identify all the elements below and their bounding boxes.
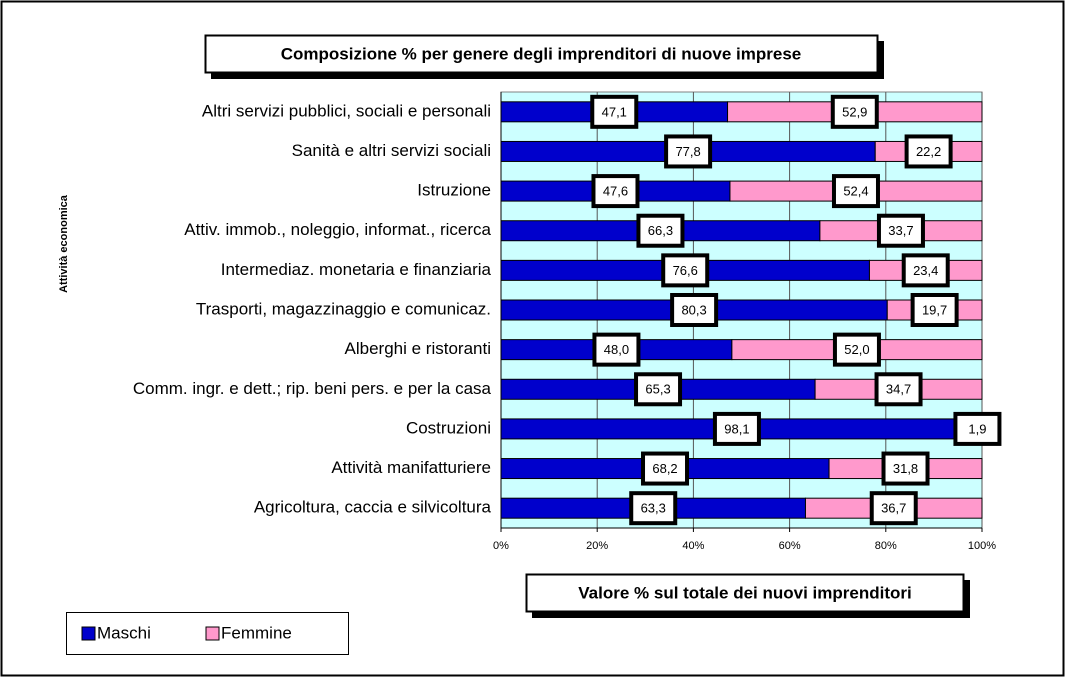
y-tick-label: Altri servizi pubblici, sociali e person…	[202, 101, 491, 120]
title-box	[204, 34, 879, 74]
y-tick-label: Istruzione	[417, 181, 491, 200]
y-axis-label: Attività economica	[58, 194, 70, 293]
data-label: 33,7	[888, 223, 913, 238]
legend-label: Maschi	[97, 623, 151, 642]
y-tick-label: Trasporti, magazzinaggio e comunicaz.	[196, 299, 491, 318]
y-tick-label: Attività manifatturiere	[331, 458, 491, 477]
data-label-box	[591, 174, 640, 209]
data-label-box	[592, 332, 641, 367]
data-label: 34,7	[886, 382, 911, 397]
data-label-box	[830, 94, 879, 129]
data-label: 23,4	[913, 263, 938, 278]
x-tick-label: 80%	[875, 540, 897, 552]
data-label: 77,8	[675, 144, 700, 159]
data-label: 66,3	[648, 223, 673, 238]
data-label: 19,7	[922, 302, 947, 317]
data-label-box	[832, 332, 881, 367]
y-tick-label: Intermediaz. monetaria e finanziaria	[221, 260, 492, 279]
data-label: 98,1	[724, 421, 749, 436]
y-tick-label: Costruzioni	[406, 418, 491, 437]
x-axis-label: Valore % sul totale dei nuovi imprendito…	[578, 583, 911, 602]
data-label-box	[831, 174, 880, 209]
data-label: 76,6	[673, 263, 698, 278]
data-label-box	[590, 94, 639, 129]
data-label-box	[664, 134, 713, 169]
x-tick-label: 0%	[493, 540, 509, 552]
x-tick-label: 40%	[682, 540, 704, 552]
data-label-box	[712, 411, 761, 446]
legend-swatch	[205, 626, 220, 641]
data-label: 63,3	[641, 501, 666, 516]
data-label: 22,2	[916, 144, 941, 159]
data-label: 80,3	[681, 302, 706, 317]
legend-swatch	[81, 626, 96, 641]
y-tick-label: Sanità e altri servizi sociali	[292, 141, 491, 160]
data-label-box	[874, 372, 923, 407]
data-label-box	[634, 372, 683, 407]
legend-label: Femmine	[221, 623, 292, 642]
data-label-box	[904, 134, 953, 169]
data-label-box	[910, 293, 959, 327]
data-label: 47,1	[602, 104, 627, 119]
data-label: 1,9	[968, 421, 986, 436]
data-label-box	[641, 451, 690, 486]
y-tick-label: Comm. ingr. e dett.; rip. beni pers. e p…	[133, 379, 492, 398]
x-tick-label: 60%	[779, 540, 801, 552]
data-label-box	[901, 253, 950, 288]
data-label-box	[661, 253, 710, 288]
data-label-box	[670, 293, 719, 327]
data-label: 68,2	[652, 461, 677, 476]
x-tick-label: 100%	[968, 540, 996, 552]
x-label-box	[525, 573, 965, 613]
x-tick-label: 20%	[586, 540, 608, 552]
data-label: 52,9	[842, 104, 867, 119]
y-tick-label: Alberghi e ristoranti	[345, 339, 491, 358]
data-label: 52,4	[843, 184, 868, 199]
data-label: 47,6	[603, 184, 628, 199]
data-label: 31,8	[893, 461, 918, 476]
data-label-box	[881, 451, 930, 486]
data-label: 48,0	[604, 342, 629, 357]
data-label-box	[953, 411, 1002, 446]
data-label: 36,7	[881, 501, 906, 516]
data-label-box	[629, 491, 678, 526]
data-label-box	[876, 213, 925, 248]
data-label: 65,3	[645, 382, 670, 397]
data-label-box	[869, 491, 918, 526]
data-label-box	[636, 213, 685, 248]
data-label: 52,0	[844, 342, 869, 357]
chart-title: Composizione % per genere degli imprendi…	[281, 44, 801, 63]
y-tick-label: Agricoltura, caccia e silvicoltura	[254, 498, 492, 517]
y-tick-label: Attiv. immob., noleggio, informat., rice…	[184, 220, 491, 239]
